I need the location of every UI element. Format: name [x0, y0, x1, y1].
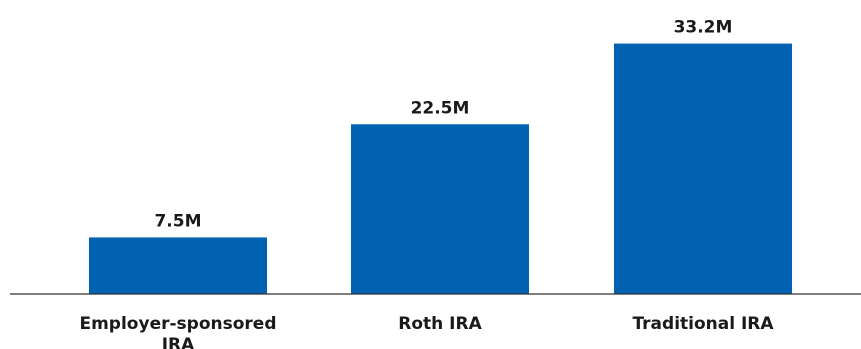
category-label-traditional-ira: Traditional IRA	[632, 314, 774, 334]
value-label-traditional-ira: 33.2M	[674, 18, 733, 38]
value-label-roth-ira: 22.5M	[411, 98, 470, 118]
category-label-employer-sponsored-ira: Employer-sponsored IRA	[79, 314, 276, 349]
bar-traditional-ira	[614, 43, 792, 294]
bar-roth-ira	[351, 124, 529, 295]
bar-employer-sponsored-ira	[89, 237, 267, 294]
category-label-roth-ira: Roth IRA	[398, 314, 482, 334]
bars-layer	[89, 43, 792, 295]
value-label-employer-sponsored-ira: 7.5M	[154, 211, 201, 231]
value-labels-layer: 7.5M 22.5M 33.2M	[154, 18, 732, 232]
category-labels-layer: Employer-sponsored IRA Roth IRA Traditional…	[79, 314, 774, 349]
